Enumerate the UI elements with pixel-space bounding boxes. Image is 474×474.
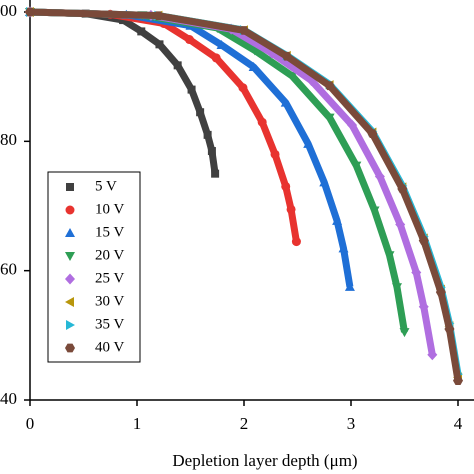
marker (281, 51, 292, 61)
marker (453, 376, 463, 385)
x-tick-label: 2 (240, 414, 249, 433)
marker (65, 228, 75, 237)
marker (196, 108, 205, 117)
marker (291, 237, 301, 247)
marker (444, 324, 455, 334)
legend-label: 15 V (95, 224, 124, 240)
marker (65, 297, 74, 307)
marker (384, 251, 395, 261)
marker (65, 252, 75, 261)
legend-label: 25 V (95, 270, 124, 286)
marker (248, 61, 259, 71)
marker (239, 26, 249, 35)
marker (203, 130, 212, 139)
marker (65, 343, 75, 353)
marker (137, 27, 146, 36)
marker (435, 287, 446, 297)
marker (187, 85, 196, 94)
marker (374, 171, 385, 183)
marker (286, 204, 296, 214)
x-tick-label: 0 (26, 414, 35, 433)
marker (173, 61, 182, 70)
marker (65, 273, 75, 285)
legend-label: 5 V (95, 178, 117, 194)
marker (392, 283, 403, 293)
marker (287, 72, 298, 82)
marker (319, 177, 330, 187)
legend-label: 10 V (95, 201, 124, 217)
marker (216, 39, 227, 49)
y-tick-label: 100 (0, 1, 17, 20)
marker (347, 119, 358, 131)
marker (369, 206, 380, 216)
marker (249, 46, 260, 56)
legend-label: 30 V (95, 293, 124, 309)
marker (153, 11, 164, 21)
marker (332, 215, 343, 225)
marker (184, 35, 194, 45)
marker (367, 129, 378, 138)
marker (211, 53, 221, 63)
marker (155, 40, 164, 49)
legend-label: 40 V (95, 339, 124, 355)
marker (338, 243, 349, 253)
y-tick-label: 40 (0, 389, 17, 408)
marker (324, 113, 335, 123)
x-tick-label: 3 (347, 414, 356, 433)
marker (418, 301, 429, 313)
legend-box (47, 171, 141, 363)
marker (280, 97, 291, 107)
marker (303, 138, 314, 148)
legend-label: 35 V (95, 316, 124, 332)
marker (399, 328, 410, 338)
marker (418, 236, 429, 245)
marker (427, 349, 438, 361)
x-tick-label: 4 (454, 414, 463, 433)
y-tick-label: 80 (0, 130, 17, 149)
marker (281, 181, 291, 191)
marker (119, 16, 128, 25)
marker (270, 149, 280, 159)
marker (397, 184, 408, 194)
y-tick-label: 60 (0, 260, 17, 279)
marker (238, 83, 248, 93)
marker (207, 147, 216, 156)
marker (211, 169, 220, 178)
x-tick-label: 1 (133, 414, 142, 433)
marker (257, 117, 267, 127)
x-axis-label: Depletion layer depth (μm) (172, 451, 357, 470)
marker (25, 7, 35, 17)
marker (66, 320, 75, 330)
marker (344, 281, 355, 291)
legend-label: 20 V (95, 247, 124, 263)
marker (411, 266, 422, 278)
marker (65, 205, 75, 215)
marker (351, 161, 362, 171)
marker (395, 218, 406, 230)
marker (324, 81, 335, 91)
marker (66, 183, 74, 191)
